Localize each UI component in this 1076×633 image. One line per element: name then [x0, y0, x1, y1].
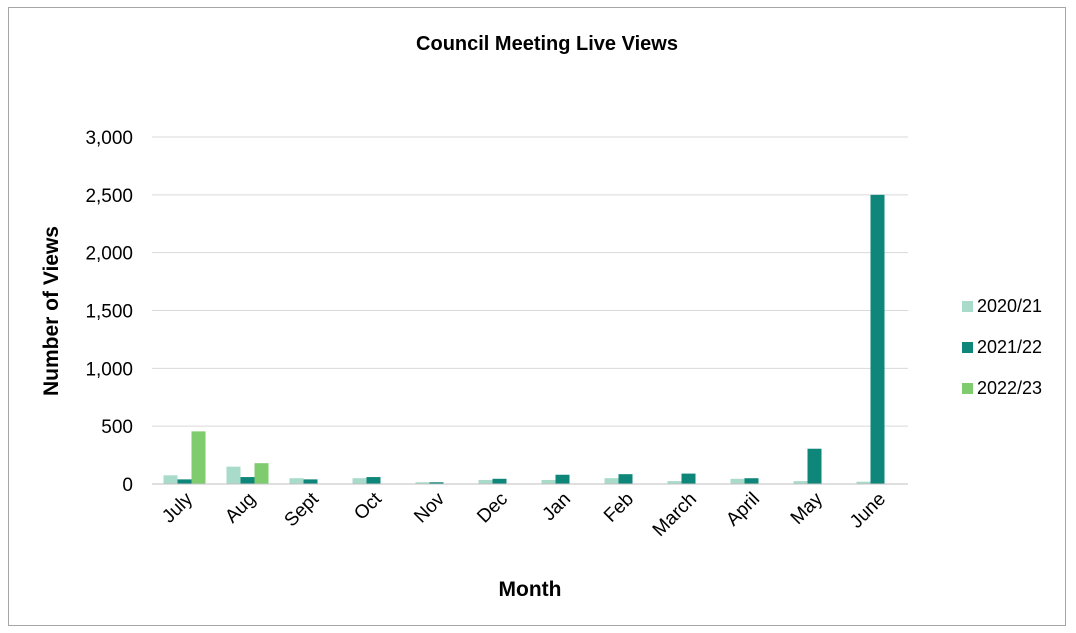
x-axis-title: Month: [499, 578, 562, 601]
y-tick-labels: 0 500 1,000 1,500 2,000 2,500 3,000: [85, 128, 133, 496]
bar: [478, 479, 493, 484]
bar: [807, 448, 822, 484]
chart-title: Council Meeting Live Views: [416, 33, 678, 55]
bar: [303, 479, 318, 484]
bars: [163, 194, 885, 485]
x-tick-label: March: [649, 489, 701, 541]
legend-swatch: [962, 383, 973, 394]
y-tick-label: 1,500: [85, 302, 133, 323]
bar: [604, 478, 619, 484]
y-tick-label: 2,500: [85, 186, 133, 207]
bar: [681, 473, 696, 484]
x-tick-label: May: [787, 488, 828, 529]
bar: [191, 431, 206, 484]
x-tick-label: Aug: [221, 489, 260, 528]
x-tick-label: Nov: [410, 488, 449, 527]
x-tick-label: April: [722, 489, 764, 531]
x-tick-label: Sept: [281, 488, 324, 531]
legend-swatch: [962, 342, 973, 353]
x-tick-label: Feb: [600, 489, 638, 527]
bar: [555, 474, 570, 484]
bar: [856, 481, 871, 484]
x-tick-labels: July Aug Sept Oct Nov Dec Jan Feb March April May J…: [158, 488, 890, 541]
bar: [492, 478, 507, 484]
bar: [415, 482, 430, 484]
bar: [177, 479, 192, 484]
y-tick-label: 0: [122, 475, 133, 496]
bar: [618, 474, 633, 484]
legend: 2020/21 2021/22 2022/23: [962, 296, 1042, 398]
x-tick-label: Oct: [350, 488, 386, 524]
bar: [870, 194, 885, 485]
x-tick-label: June: [846, 489, 890, 533]
y-tick-label: 3,000: [85, 128, 133, 149]
bar: [744, 478, 759, 484]
x-tick-label: Dec: [473, 489, 512, 528]
bar: [366, 477, 381, 484]
bar: [240, 477, 255, 484]
x-tick-label: July: [158, 488, 197, 527]
bar: [429, 482, 444, 484]
bar: [289, 478, 304, 484]
legend-label: 2022/23: [977, 378, 1042, 398]
bar: [226, 466, 241, 484]
bar: [541, 479, 556, 484]
bar: [793, 481, 808, 484]
y-axis-title: Number of Views: [40, 226, 63, 396]
bar: [254, 463, 269, 484]
y-tick-label: 2,000: [85, 244, 133, 265]
bar: [352, 478, 367, 484]
bar: [667, 481, 682, 484]
x-tick-label: Jan: [539, 489, 576, 526]
legend-label: 2020/21: [977, 296, 1042, 316]
legend-label: 2021/22: [977, 337, 1042, 357]
grid-lines: [152, 136, 908, 427]
bar: [163, 475, 178, 484]
chart-frame: [8, 7, 1066, 626]
y-tick-label: 500: [101, 417, 133, 438]
bar: [730, 478, 745, 484]
legend-swatch: [962, 301, 973, 312]
y-tick-label: 1,000: [85, 359, 133, 380]
